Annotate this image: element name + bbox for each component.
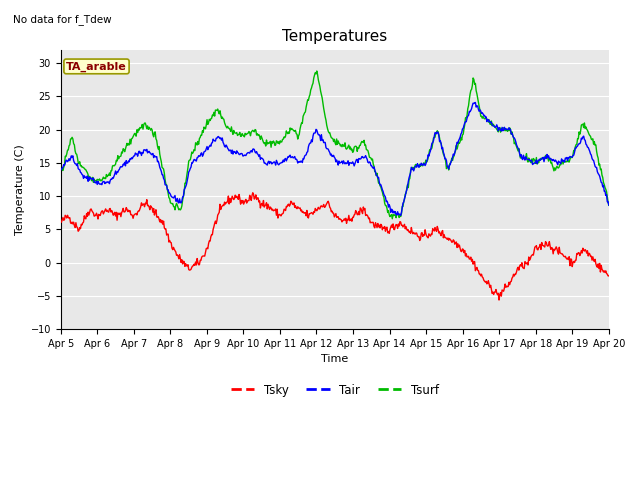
- Text: No data for f_Tdew: No data for f_Tdew: [13, 14, 111, 25]
- Title: Temperatures: Temperatures: [282, 29, 387, 44]
- Legend: Tsky, Tair, Tsurf: Tsky, Tair, Tsurf: [226, 379, 444, 401]
- Y-axis label: Temperature (C): Temperature (C): [15, 144, 25, 235]
- X-axis label: Time: Time: [321, 354, 348, 364]
- Text: TA_arable: TA_arable: [66, 61, 127, 72]
